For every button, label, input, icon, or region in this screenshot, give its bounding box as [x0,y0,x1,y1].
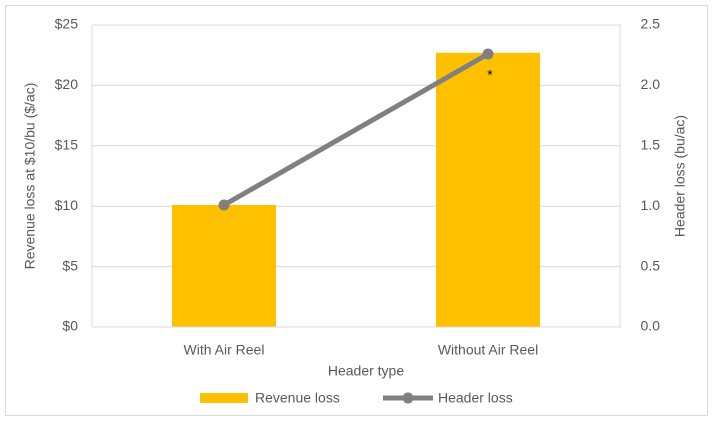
legend-label: Header loss [438,390,513,406]
legend-swatch [200,393,248,403]
x-axis-title: Header type [328,363,404,379]
chart-border [5,5,708,416]
y2-tick-label: 1.5 [641,137,661,153]
line-marker [218,199,230,211]
line [222,51,490,208]
bar [172,204,276,327]
y2-tick-label: 2.5 [641,16,661,32]
legend-label: Revenue loss [255,390,340,406]
y2-tick-label: 0.0 [641,318,661,334]
y-tick-label: $10 [55,197,79,213]
y2-tick-label: 0.5 [641,257,661,273]
y-tick-label: $25 [55,16,79,32]
x-tick-label: With Air Reel [184,342,265,358]
y-axis-title: Revenue loss at $10/bu ($/ac) [22,83,38,270]
y-tick-label: $5 [62,257,78,273]
annotation: * [487,66,493,82]
legend-marker [402,392,414,404]
y-tick-label: $0 [62,318,78,334]
y-tick-label: $20 [55,76,79,92]
y-tick-label: $15 [55,137,79,153]
y2-axis-title: Header loss (bu/ac) [672,115,688,237]
x-tick-label: Without Air Reel [438,342,538,358]
bar [436,52,540,328]
line-marker [482,48,494,60]
y2-tick-label: 1.0 [641,197,661,213]
y2-tick-label: 2.0 [641,76,661,92]
